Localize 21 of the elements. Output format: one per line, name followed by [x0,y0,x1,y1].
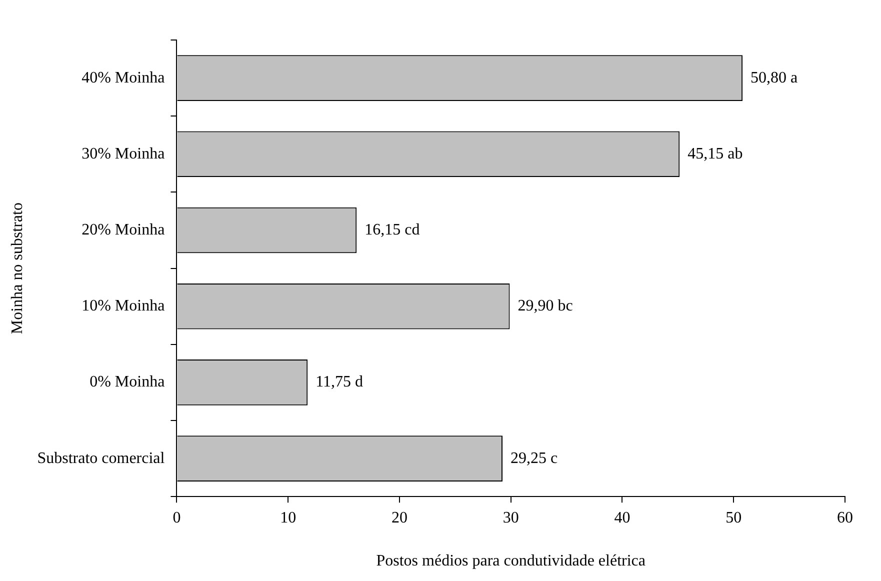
x-tick-label: 40 [614,509,630,526]
x-tick-label: 60 [837,509,853,526]
x-tick-label: 10 [280,509,296,526]
data-label: 11,75 d [316,374,363,391]
y-tick-label: 10% Moinha [82,298,165,315]
x-tick-label: 50 [726,509,742,526]
y-tick-label: Substrato comercial [37,450,166,467]
y-tick-label: 30% Moinha [82,145,165,162]
data-label: 50,80 a [750,69,798,86]
y-axis-title: Moinha no substrato [8,202,26,334]
x-axis-title: Postos médios para condutividade elétrica [376,552,646,570]
data-label: 45,15 ab [688,145,743,162]
y-tick-label: 40% Moinha [82,69,165,86]
data-label: 29,90 bc [518,298,573,315]
data-label: 16,15 cd [364,221,420,238]
x-tick-label: 30 [502,509,519,526]
y-tick-label: 0% Moinha [90,374,165,391]
y-tick-label: 20% Moinha [82,221,165,238]
x-tick-label: 0 [172,509,181,526]
data-label: 29,25 c [510,450,558,467]
x-tick-label: 20 [391,509,408,526]
